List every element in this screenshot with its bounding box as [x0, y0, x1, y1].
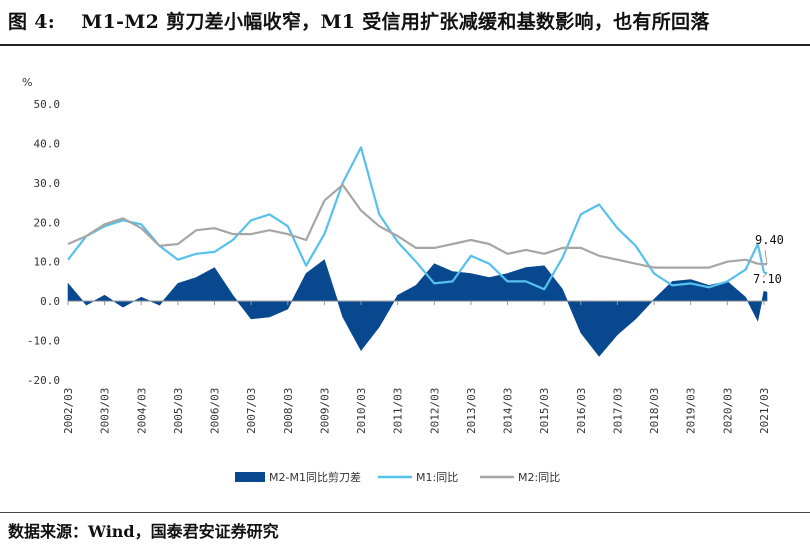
annotation-leader — [764, 250, 768, 265]
x-tick-label: 2018/03 — [648, 388, 661, 434]
x-tick-label: 2020/03 — [721, 388, 734, 434]
x-tick-label: 2013/03 — [465, 388, 478, 434]
series-line-m1 — [67, 146, 768, 291]
y-tick-label: 20.0 — [34, 216, 61, 229]
y-tick-label: 50.0 — [34, 98, 61, 111]
legend-label: M2:同比 — [518, 471, 560, 484]
series-area-m2-m1 — [67, 259, 768, 357]
chart-title: 图 4: M1-M2 剪刀差小幅收窄，M1 受信用扩张减缓和基数影响，也有所回落 — [8, 11, 710, 33]
x-tick-label: 2011/03 — [392, 388, 405, 434]
x-tick-label: 2004/03 — [135, 388, 148, 434]
series-lines-layer — [67, 146, 768, 291]
legend-swatch — [235, 472, 265, 482]
x-tick-label: 2003/03 — [99, 388, 112, 434]
y-tick-label: -10.0 — [27, 335, 60, 348]
x-tick-label: 2016/03 — [575, 388, 588, 434]
title-rule — [0, 44, 810, 46]
x-tick-label: 2014/03 — [502, 388, 515, 434]
annotation-label: 7.10 — [753, 272, 782, 286]
x-tick-label: 2009/03 — [318, 388, 331, 434]
legend: M2-M1同比剪刀差 M1:同比 M2:同比 — [235, 470, 560, 484]
legend-label: M2-M1同比剪刀差 — [269, 470, 361, 484]
footer-rule — [0, 512, 810, 513]
x-tick-label: 2010/03 — [355, 388, 368, 434]
y-tick-label: 30.0 — [34, 177, 61, 190]
x-tick-label: 2007/03 — [245, 388, 258, 434]
x-tick-label: 2017/03 — [611, 388, 624, 434]
x-tick-label: 2006/03 — [209, 388, 222, 434]
y-tick-label: 0.0 — [40, 295, 60, 308]
y-tick-label: -20.0 — [27, 374, 60, 387]
y-tick-label: 10.0 — [34, 256, 61, 269]
x-tick-label: 2021/03 — [758, 388, 771, 434]
chart-svg: 50.0 40.0 30.0 20.0 10.0 0.0 -10.0 -20.0% 2002/0… — [22, 76, 784, 484]
legend-label: M1:同比 — [416, 471, 458, 484]
x-tick-label: 2019/03 — [685, 388, 698, 434]
x-tick-label: 2012/03 — [428, 388, 441, 434]
x-tick-label: 2008/03 — [282, 388, 295, 434]
x-tick-label: 2005/03 — [172, 388, 185, 434]
x-tick-label: 2015/03 — [538, 388, 551, 434]
annotation-label: 9.40 — [755, 233, 784, 247]
labels-layer: 9.40 7.10 — [753, 233, 784, 286]
scissors-area-layer — [67, 259, 768, 357]
y-tick-label: 40.0 — [34, 137, 61, 150]
y-axis-unit: % — [22, 76, 32, 89]
source-note: 数据来源：Wind，国泰君安证券研究 — [8, 522, 279, 541]
series-line-m2 — [67, 183, 767, 269]
annotation-leader — [762, 272, 768, 278]
x-tick-label: 2002/03 — [62, 388, 75, 434]
axes-layer: 50.0 40.0 30.0 20.0 10.0 0.0 -10.0 -20.0% 2002/0… — [22, 76, 771, 434]
